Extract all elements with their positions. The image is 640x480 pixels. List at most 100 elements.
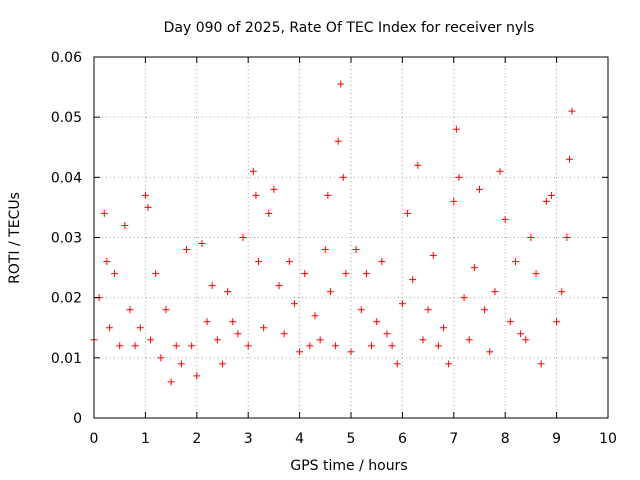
data-point — [334, 137, 342, 145]
data-point — [547, 191, 555, 199]
data-point — [121, 221, 129, 229]
data-point — [542, 197, 550, 205]
data-point — [324, 191, 332, 199]
data-point — [296, 348, 304, 356]
grid-lines — [94, 57, 608, 418]
y-tick-label: 0.05 — [51, 110, 82, 126]
data-point — [213, 336, 221, 344]
x-tick-label: 1 — [141, 431, 150, 447]
data-point — [131, 342, 139, 350]
data-point — [198, 240, 206, 248]
data-point — [111, 270, 119, 278]
axis-ticks — [93, 56, 609, 419]
data-point — [208, 282, 216, 290]
y-tick-label: 0.06 — [51, 50, 82, 66]
data-point — [491, 288, 499, 296]
data-point — [285, 258, 293, 266]
data-point — [147, 336, 155, 344]
data-point — [172, 342, 180, 350]
data-point — [486, 348, 494, 356]
data-point — [357, 306, 365, 314]
y-tick-label: 0.04 — [51, 170, 82, 186]
data-point — [316, 336, 324, 344]
data-point — [301, 270, 309, 278]
data-point — [378, 258, 386, 266]
x-tick-labels: 0 1 2 3 4 5 6 7 8 9 10 — [90, 431, 617, 447]
data-point — [342, 270, 350, 278]
data-point — [506, 318, 514, 326]
data-point — [100, 209, 108, 217]
data-point — [193, 372, 201, 380]
data-point — [144, 203, 152, 211]
data-point — [460, 294, 468, 302]
x-tick-label: 6 — [398, 431, 407, 447]
data-point — [252, 191, 260, 199]
data-point — [167, 378, 175, 386]
data-point — [306, 342, 314, 350]
data-point — [429, 252, 437, 260]
data-point — [239, 234, 247, 241]
data-point — [152, 270, 160, 278]
data-point — [496, 167, 504, 175]
data-point — [188, 342, 196, 350]
chart-title: Day 090 of 2025, Rate Of TEC Index for r… — [164, 20, 535, 36]
data-point — [511, 258, 519, 266]
y-axis-label: ROTI / TECUs — [7, 192, 23, 284]
data-point — [203, 318, 211, 326]
data-point — [398, 300, 406, 308]
data-point — [126, 306, 134, 314]
data-point — [337, 80, 345, 88]
data-point — [362, 270, 370, 278]
data-point — [558, 288, 566, 296]
x-tick-label: 0 — [90, 431, 99, 447]
data-point — [244, 342, 252, 350]
data-points — [90, 80, 576, 386]
data-point — [568, 107, 576, 115]
data-point — [326, 288, 334, 296]
x-tick-label: 10 — [599, 431, 617, 447]
data-point — [183, 246, 191, 254]
x-tick-label: 8 — [501, 431, 510, 447]
x-tick-label: 4 — [295, 431, 304, 447]
data-point — [424, 306, 432, 314]
x-tick-label: 2 — [192, 431, 201, 447]
data-point — [105, 324, 113, 332]
data-point — [414, 161, 422, 169]
data-point — [368, 342, 376, 350]
data-point — [481, 306, 489, 314]
y-tick-labels: 0 0.01 0.02 0.03 0.04 0.05 0.06 — [51, 50, 82, 427]
data-point — [388, 342, 396, 350]
data-point — [450, 197, 458, 205]
data-point — [265, 209, 273, 217]
data-point — [537, 360, 545, 368]
data-point — [393, 360, 401, 368]
data-point — [116, 342, 124, 350]
data-point — [229, 318, 237, 326]
data-point — [470, 264, 478, 272]
data-point — [517, 330, 525, 338]
data-point — [565, 155, 573, 163]
data-point — [249, 167, 257, 175]
data-point — [280, 330, 288, 338]
x-tick-label: 9 — [552, 431, 561, 447]
data-point — [339, 173, 347, 181]
data-point — [311, 312, 319, 320]
y-tick-label: 0.01 — [51, 351, 82, 367]
data-point — [275, 282, 283, 290]
data-point — [404, 209, 412, 217]
data-point — [290, 300, 298, 308]
data-point — [254, 258, 262, 266]
x-tick-label: 3 — [244, 431, 253, 447]
data-point — [434, 342, 442, 350]
y-tick-label: 0 — [73, 411, 82, 427]
data-point — [352, 246, 360, 254]
data-point — [465, 336, 473, 344]
data-point — [419, 336, 427, 344]
data-point — [563, 234, 571, 241]
y-tick-label: 0.02 — [51, 291, 82, 307]
data-point — [445, 360, 453, 368]
data-point — [224, 288, 232, 296]
data-point — [157, 354, 165, 362]
data-point — [219, 360, 226, 368]
